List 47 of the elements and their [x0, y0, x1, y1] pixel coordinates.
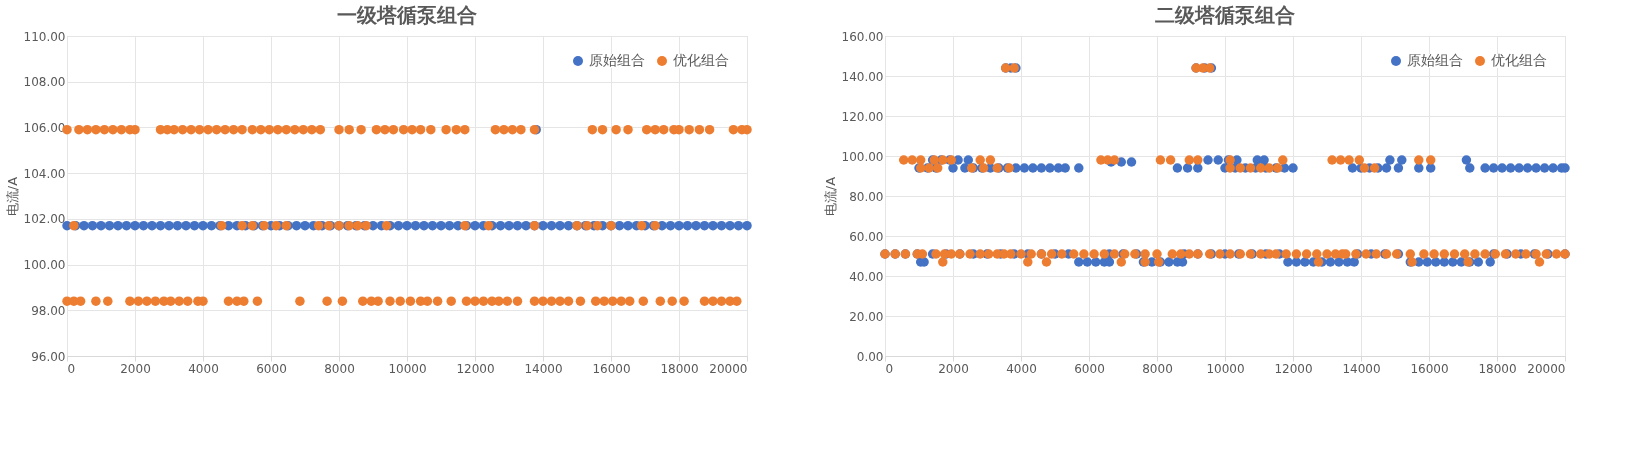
x-tick-label: 6000	[256, 361, 287, 376]
x-tick-label: 16000	[1410, 361, 1449, 376]
y-tick-label: 110.00	[23, 29, 66, 44]
x-tick-label: 4000	[1006, 361, 1037, 376]
y-axis-title: 电流/A	[4, 176, 20, 217]
y-tick-label: 100.00	[23, 258, 66, 273]
x-tick-label: 14000	[1342, 361, 1381, 376]
x-tick-label: 18000	[1478, 361, 1517, 376]
x-tick-label: 8000	[1142, 361, 1173, 376]
y-tick-label: 120.00	[841, 109, 884, 124]
x-tick-label: 12000	[456, 361, 495, 376]
y-tick-label: 100.00	[841, 149, 884, 164]
x-tick-label: 2000	[938, 361, 969, 376]
x-tick-label: 0	[67, 361, 76, 376]
x-tick-label: 6000	[1074, 361, 1105, 376]
x-tick-label: 20000	[1527, 361, 1566, 376]
y-tick-label: 98.00	[31, 303, 66, 318]
legend-label: 优化组合	[673, 52, 729, 68]
legend-label: 原始组合	[1407, 52, 1463, 68]
y-tick-label: 104.00	[23, 166, 66, 181]
y-tick-label: 140.00	[841, 69, 884, 84]
x-tick-label: 18000	[660, 361, 699, 376]
x-tick-label: 12000	[1274, 361, 1313, 376]
y-tick-label: 40.00	[849, 269, 884, 284]
y-tick-label: 20.00	[849, 309, 884, 324]
y-tick-label: 80.00	[849, 189, 884, 204]
x-tick-label: 14000	[524, 361, 563, 376]
y-tick-label: 108.00	[23, 75, 66, 90]
x-tick-label: 10000	[1206, 361, 1245, 376]
x-tick-label: 0	[885, 361, 894, 376]
y-tick-label: 96.00	[31, 349, 66, 364]
y-axis-title: 电流/A	[822, 176, 838, 217]
chart-title: 二级塔循泵组合	[1155, 3, 1295, 27]
y-tick-label: 160.00	[841, 29, 884, 44]
y-tick-label: 0.00	[856, 349, 884, 364]
legend-label: 原始组合	[589, 52, 645, 68]
x-tick-label: 20000	[709, 361, 748, 376]
x-tick-label: 4000	[188, 361, 219, 376]
x-tick-label: 10000	[388, 361, 427, 376]
y-tick-label: 102.00	[23, 212, 66, 227]
chart-title: 一级塔循泵组合	[337, 3, 477, 27]
x-tick-label: 8000	[324, 361, 355, 376]
x-tick-label: 16000	[592, 361, 631, 376]
x-tick-label: 2000	[120, 361, 151, 376]
y-tick-label: 60.00	[849, 229, 884, 244]
legend-label: 优化组合	[1491, 52, 1547, 68]
y-tick-label: 106.00	[23, 120, 66, 135]
